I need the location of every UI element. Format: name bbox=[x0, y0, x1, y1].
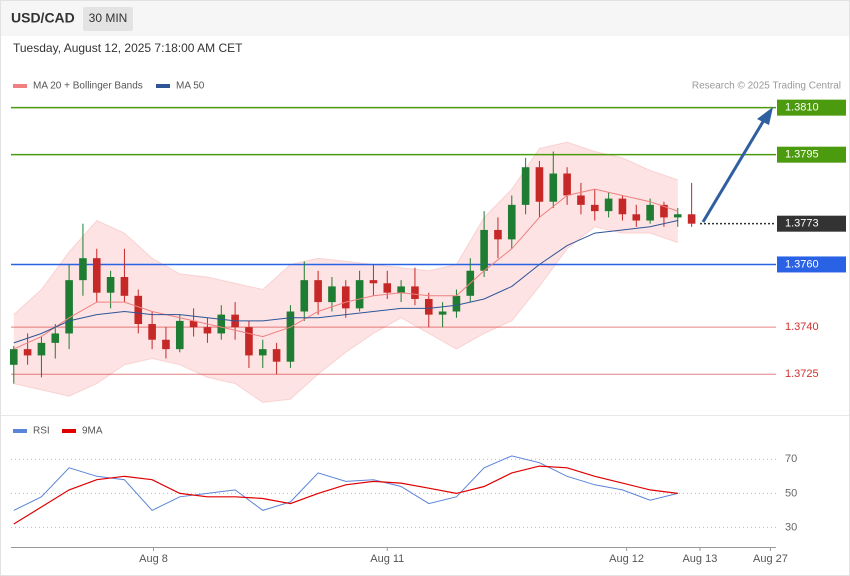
candle-body bbox=[646, 204, 654, 221]
candle-body bbox=[411, 286, 419, 299]
legend-label: MA 20 + Bollinger Bands bbox=[33, 81, 143, 92]
level-label: 1.3810 bbox=[785, 102, 819, 114]
candle-body bbox=[521, 167, 530, 205]
candle-body bbox=[92, 258, 101, 293]
forecast-arrowhead bbox=[757, 107, 773, 125]
candle-body bbox=[217, 314, 226, 334]
candle-body bbox=[355, 280, 364, 309]
candle-body bbox=[65, 280, 73, 334]
x-tick-label: Aug 13 bbox=[682, 553, 717, 565]
legend-label: 9MA bbox=[82, 426, 103, 437]
indicator-line bbox=[13, 455, 678, 512]
candle-body bbox=[79, 258, 87, 281]
level-label: 1.3725 bbox=[785, 368, 819, 380]
candle-body bbox=[383, 283, 392, 293]
candle-body bbox=[314, 280, 322, 303]
band-edge bbox=[13, 141, 678, 315]
candle-body bbox=[438, 311, 447, 315]
rsi-panel: RSI 9MA 30 50 70 Aug 8 Aug 11 Aug 12 Aug 13 Aug 2… bbox=[11, 426, 797, 565]
candle-body bbox=[549, 173, 558, 202]
legend-label: RSI bbox=[33, 426, 50, 437]
date: Tuesday, August 12, 2025 7:18:00 AM CET bbox=[13, 41, 243, 55]
level-label: 1.3760 bbox=[785, 258, 819, 270]
candle-body bbox=[369, 280, 378, 284]
price-panel: MA 20 + Bollinger Bands MA 50 1.3810 1.3795… bbox=[9, 81, 846, 404]
x-tick-label: Aug 12 bbox=[609, 553, 644, 565]
forecast-arrow bbox=[701, 119, 766, 223]
level-label: 1.3740 bbox=[785, 321, 819, 333]
level-label: 1.3795 bbox=[785, 149, 819, 161]
candle-body bbox=[590, 204, 599, 212]
timeframe-box[interactable] bbox=[83, 7, 133, 31]
x-tick-label: Aug 27 bbox=[753, 553, 788, 565]
level-label-box bbox=[777, 146, 846, 163]
candle-body bbox=[452, 295, 461, 312]
y-tick-label: 70 bbox=[785, 453, 797, 465]
candle-body bbox=[494, 229, 502, 240]
candle-body bbox=[272, 349, 281, 362]
y-tick-label: 50 bbox=[785, 487, 797, 499]
legend-swatch bbox=[156, 84, 170, 88]
candle-body bbox=[189, 320, 198, 328]
candle-body bbox=[258, 349, 267, 356]
y-tick-label: 30 bbox=[785, 521, 797, 533]
legend-swatch bbox=[13, 429, 27, 433]
candle-body bbox=[134, 295, 143, 325]
x-tick-label: Aug 8 bbox=[139, 553, 168, 565]
candle-body bbox=[424, 298, 433, 315]
candle-body bbox=[618, 198, 627, 215]
candle-body bbox=[341, 286, 350, 309]
candle-body bbox=[328, 286, 336, 303]
symbol: USD/CAD bbox=[11, 10, 75, 26]
candle-body bbox=[9, 349, 18, 365]
candle-body bbox=[563, 173, 571, 196]
candle-body bbox=[245, 327, 253, 356]
candle-body bbox=[120, 277, 129, 296]
x-tick-label: Aug 11 bbox=[370, 553, 404, 565]
level-label: 1.3773 bbox=[785, 218, 819, 230]
band-edge bbox=[13, 226, 678, 404]
candle-body bbox=[535, 167, 544, 202]
candle-body bbox=[577, 195, 585, 205]
level-label-box bbox=[777, 99, 846, 116]
source: Research © 2025 Trading Central bbox=[692, 81, 841, 92]
level-label-box bbox=[777, 256, 846, 273]
candle-body bbox=[604, 198, 613, 212]
header-bar bbox=[1, 1, 849, 36]
indicator-line bbox=[13, 465, 678, 525]
timeframe[interactable]: 30 MIN bbox=[89, 11, 128, 25]
candle-body bbox=[687, 214, 696, 224]
legend-swatch bbox=[13, 84, 27, 88]
candle-body bbox=[175, 320, 184, 350]
candle-body bbox=[300, 280, 309, 312]
candle-body bbox=[632, 214, 641, 221]
ma-line bbox=[13, 188, 678, 350]
candle-body bbox=[51, 333, 60, 343]
legend-label: MA 50 bbox=[176, 81, 205, 92]
ma-line bbox=[13, 220, 678, 344]
candle-body bbox=[148, 324, 156, 340]
candle-body bbox=[203, 327, 212, 334]
candle-body bbox=[37, 342, 46, 356]
level-label-box bbox=[777, 215, 846, 232]
candle-body bbox=[162, 339, 170, 350]
candle-body bbox=[507, 204, 516, 240]
candle-body bbox=[286, 311, 295, 362]
candle-body bbox=[106, 277, 115, 293]
legend-swatch bbox=[62, 429, 76, 433]
candle-body bbox=[660, 204, 668, 218]
candle-body bbox=[480, 229, 488, 271]
candle-body bbox=[23, 349, 32, 356]
candle-body bbox=[673, 214, 682, 218]
candle-body bbox=[397, 286, 405, 293]
